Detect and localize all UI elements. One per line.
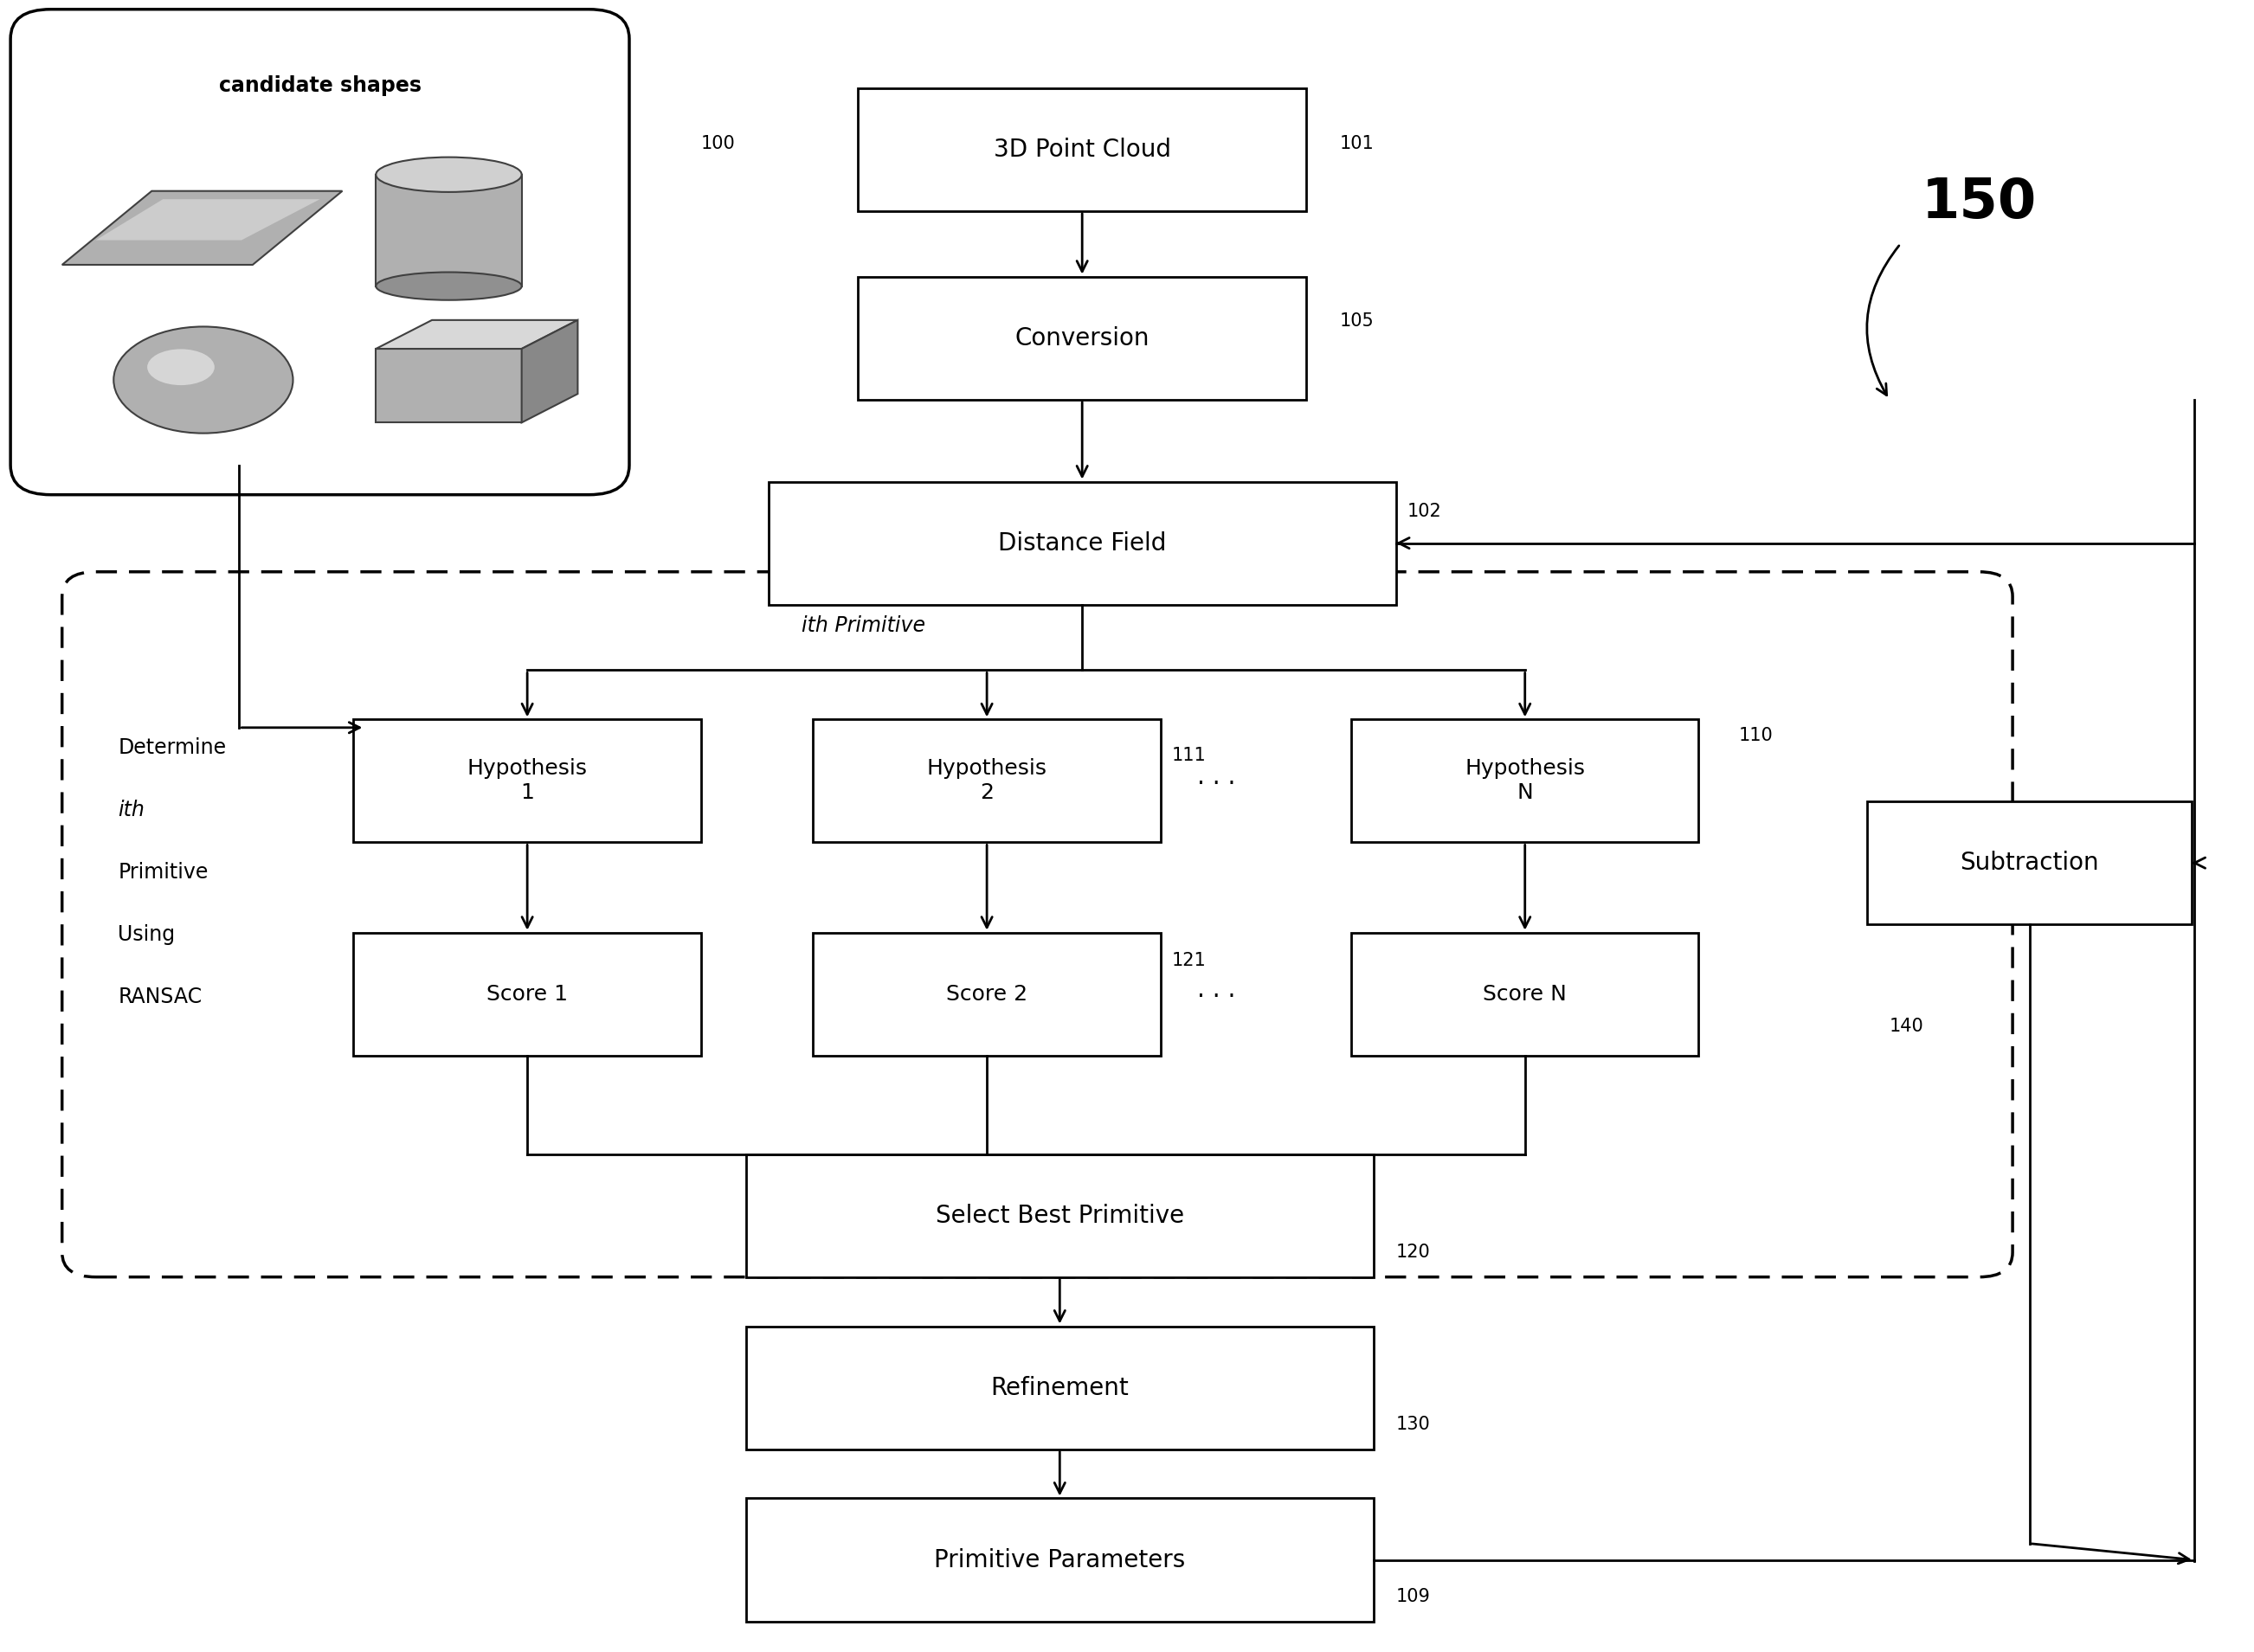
Text: Conversion: Conversion — [1014, 325, 1150, 350]
Text: Hypothesis
2: Hypothesis 2 — [926, 758, 1048, 803]
Text: 102: 102 — [1406, 502, 1443, 520]
Text: 111: 111 — [1172, 747, 1206, 765]
Text: Refinement: Refinement — [990, 1376, 1129, 1399]
Ellipse shape — [147, 349, 214, 385]
Ellipse shape — [113, 327, 293, 433]
Text: Hypothesis
1: Hypothesis 1 — [467, 758, 588, 803]
Text: Hypothesis
N: Hypothesis N — [1465, 758, 1585, 803]
Text: 121: 121 — [1172, 952, 1206, 970]
Text: Score 2: Score 2 — [947, 983, 1028, 1004]
FancyBboxPatch shape — [814, 933, 1161, 1056]
Polygon shape — [63, 192, 343, 264]
Text: Primitive Parameters: Primitive Parameters — [933, 1548, 1186, 1573]
Text: 3D Point Cloud: 3D Point Cloud — [994, 137, 1170, 162]
Polygon shape — [95, 200, 320, 240]
Text: ith Primitive: ith Primitive — [802, 616, 926, 636]
Text: 140: 140 — [1889, 1018, 1923, 1034]
FancyBboxPatch shape — [354, 933, 701, 1056]
FancyBboxPatch shape — [11, 10, 629, 494]
Polygon shape — [376, 349, 521, 423]
Text: Score N: Score N — [1483, 983, 1567, 1004]
FancyBboxPatch shape — [1350, 933, 1700, 1056]
Text: candidate shapes: candidate shapes — [219, 74, 421, 96]
FancyBboxPatch shape — [814, 719, 1161, 843]
Text: 120: 120 — [1395, 1244, 1431, 1260]
Text: Using: Using — [117, 923, 176, 945]
Text: 130: 130 — [1395, 1416, 1431, 1434]
Ellipse shape — [376, 157, 521, 192]
Text: ith: ith — [117, 800, 144, 819]
FancyBboxPatch shape — [859, 276, 1307, 400]
Polygon shape — [521, 320, 577, 423]
Text: 105: 105 — [1339, 312, 1375, 329]
Text: RANSAC: RANSAC — [117, 986, 203, 1008]
Text: Determine: Determine — [117, 737, 225, 758]
Text: 110: 110 — [1740, 727, 1774, 745]
Text: Select Best Primitive: Select Best Primitive — [935, 1203, 1183, 1227]
FancyBboxPatch shape — [354, 719, 701, 843]
FancyBboxPatch shape — [769, 482, 1395, 605]
Text: Distance Field: Distance Field — [999, 530, 1165, 555]
FancyBboxPatch shape — [746, 1155, 1373, 1277]
Polygon shape — [376, 320, 577, 349]
Text: 101: 101 — [1339, 135, 1375, 152]
Text: Subtraction: Subtraction — [1961, 851, 2098, 876]
Text: 100: 100 — [701, 135, 735, 152]
Text: . . .: . . . — [1197, 978, 1235, 1003]
Text: 150: 150 — [1920, 177, 2038, 230]
FancyBboxPatch shape — [376, 175, 521, 286]
Ellipse shape — [376, 273, 521, 301]
Text: 109: 109 — [1395, 1588, 1431, 1606]
Text: Score 1: Score 1 — [487, 983, 568, 1004]
FancyBboxPatch shape — [746, 1327, 1373, 1449]
Text: . . .: . . . — [1197, 765, 1235, 790]
FancyBboxPatch shape — [1350, 719, 1700, 843]
FancyBboxPatch shape — [1866, 801, 2191, 925]
FancyBboxPatch shape — [63, 572, 2013, 1277]
Text: Primitive: Primitive — [117, 862, 207, 882]
FancyBboxPatch shape — [746, 1498, 1373, 1621]
FancyBboxPatch shape — [859, 88, 1307, 211]
